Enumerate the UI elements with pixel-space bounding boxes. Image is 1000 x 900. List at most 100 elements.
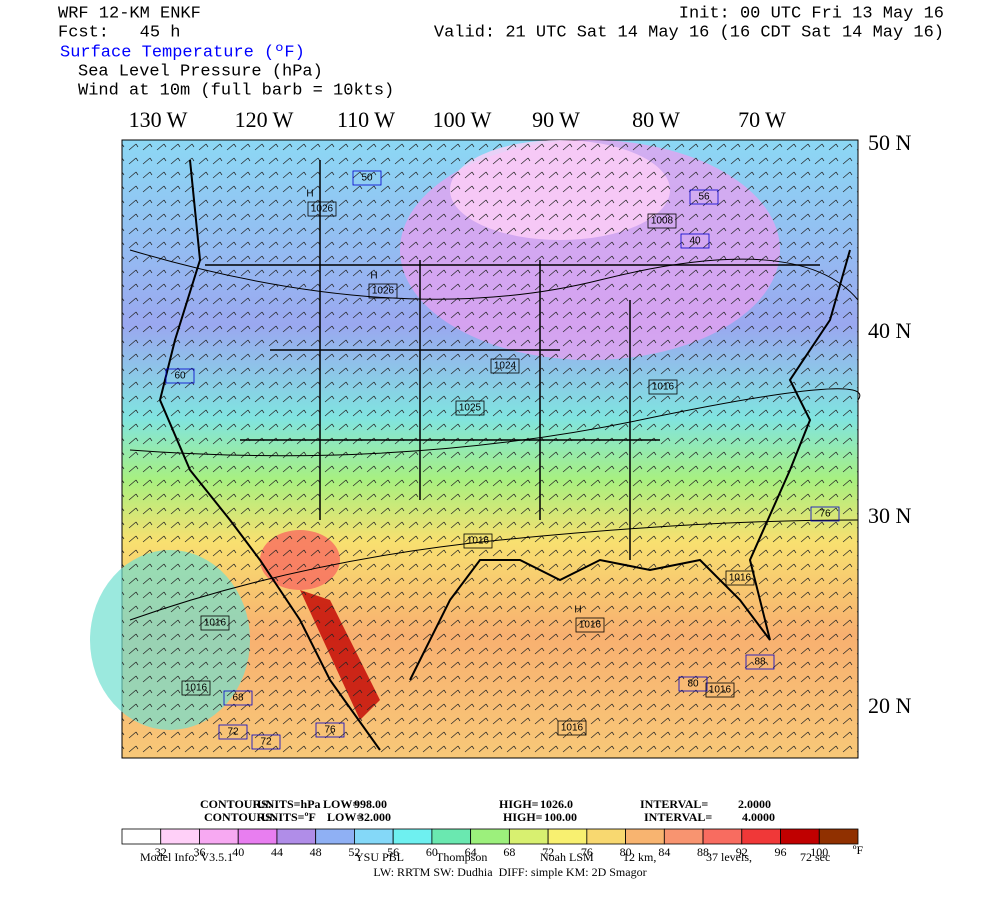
- colorbar-label: 32: [155, 845, 167, 859]
- model-info: 12 km,: [623, 850, 656, 864]
- colorbar-swatch: [315, 828, 355, 845]
- colorbar-label: 64: [465, 845, 477, 859]
- label-box: [648, 379, 678, 395]
- temperature-label: 56: [698, 192, 710, 203]
- pressure-label: 1016: [729, 573, 752, 584]
- pressure-label: 1025: [459, 403, 482, 414]
- lon-label: 100 W: [433, 107, 492, 132]
- colorbar-swatch: [663, 828, 704, 845]
- model-info: Noah LSM: [540, 850, 594, 864]
- wind-barbs: [122, 140, 858, 758]
- label-box: [705, 682, 735, 698]
- lon-label: 120 W: [235, 107, 294, 132]
- colorbar-label: 52: [348, 845, 360, 859]
- temperature-label: 76: [819, 509, 831, 520]
- colorbar-swatch: [431, 828, 472, 845]
- temperature-label: 72: [227, 727, 239, 738]
- label-box: [223, 690, 253, 706]
- colorbar-swatch: [780, 828, 820, 845]
- label-box: [455, 400, 485, 416]
- colorbar-label: 44: [271, 845, 283, 859]
- colorbar-label: 60: [426, 845, 438, 859]
- label-box: [647, 213, 677, 229]
- colorbar-label: 36: [193, 845, 205, 859]
- colorbar-label: 100: [810, 845, 828, 859]
- temperature-label: 68: [232, 693, 244, 704]
- label-box: [352, 170, 382, 186]
- map-labels: H 1026 H 1026 1025 1024 1016 1008 1016 1016 H 1016 1…: [165, 170, 840, 750]
- temperature-label: 40: [689, 236, 701, 247]
- temperature-label: 50: [361, 173, 373, 184]
- temperature-label: 60: [174, 371, 186, 382]
- colorbar-label: 40: [232, 845, 244, 859]
- colorbar-swatch: [547, 828, 588, 845]
- label-box: [725, 570, 755, 586]
- colorbar-swatch: [470, 828, 510, 845]
- label-box: [218, 724, 248, 740]
- colorbar-label: 56: [387, 845, 399, 859]
- contour-info: 2.0000: [738, 797, 771, 811]
- label-box: [745, 654, 775, 670]
- label-box: [557, 720, 587, 736]
- temperature-label: 76: [324, 725, 336, 736]
- label-box: [680, 233, 710, 249]
- colorbar-label: 84: [658, 845, 670, 859]
- colorbar-label: 92: [736, 845, 748, 859]
- lon-label: 130 W: [129, 107, 188, 132]
- contour-info: 1026.0: [540, 797, 573, 811]
- lat-label: 30 N: [868, 503, 912, 528]
- contour-info: INTERVAL=: [644, 810, 712, 824]
- colorbar-label: 68: [503, 845, 515, 859]
- colorbar-label: 48: [310, 845, 322, 859]
- contour-info: INTERVAL=: [640, 797, 708, 811]
- colorbar-label: 76: [581, 845, 593, 859]
- init-time: Init: 00 UTC Fri 13 May 16: [679, 4, 944, 23]
- field-label: Sea Level Pressure (hPa): [78, 62, 323, 81]
- coastline: [158, 159, 851, 751]
- lon-label: 90 W: [532, 107, 580, 132]
- pressure-label: 1016: [579, 620, 602, 631]
- model-info: Model Info: V3.5.1: [140, 850, 233, 864]
- model-info: 72 sec: [800, 850, 830, 864]
- colorbar-swatch: [199, 828, 239, 845]
- colorbar-swatch: [508, 828, 549, 845]
- contour-info: LOW=: [323, 797, 359, 811]
- label-box: [181, 680, 211, 696]
- label-box: [678, 676, 708, 692]
- colorbar-label: 72: [542, 845, 554, 859]
- pressure-label: 1016: [652, 382, 675, 393]
- model-info: 37 levels,: [706, 850, 752, 864]
- lat-label: 40 N: [868, 318, 912, 343]
- pressure-label: 1008: [651, 216, 674, 227]
- label-box: [307, 201, 337, 217]
- valid-time: Valid: 21 UTC Sat 14 May 16 (16 CDT Sat …: [434, 23, 944, 42]
- contour-info: 32.000: [358, 810, 391, 824]
- colorbar-swatch: [625, 828, 665, 845]
- lon-label: 110 W: [337, 107, 395, 132]
- model-info: Thompson: [436, 850, 487, 864]
- contour-info: UNITS=hPa: [257, 797, 321, 811]
- pressure-label: 1026: [372, 286, 395, 297]
- axes: 130 W 120 W 110 W 100 W 90 W 80 W 70 W 50 N 40 N…: [129, 107, 912, 718]
- label-box: [165, 368, 195, 384]
- model-info: YSU PBL: [355, 850, 404, 864]
- map: [90, 139, 861, 759]
- colorbar-swatch: [702, 828, 743, 845]
- forecast-hour: Fcst: 45 h: [58, 23, 180, 42]
- label-box: [463, 533, 493, 549]
- high-marker: H: [370, 271, 377, 282]
- colorbar-swatch: [741, 828, 781, 845]
- colorbar-swatch: [586, 828, 626, 845]
- colorbar-swatch: [354, 828, 394, 845]
- label-box: [490, 358, 520, 374]
- temperature-label: 88: [754, 657, 766, 668]
- colorbar-swatch: [276, 828, 317, 845]
- colorbar-swatch: [818, 828, 859, 845]
- high-marker: H: [306, 189, 313, 200]
- colorbar-swatch: [121, 828, 162, 845]
- colorbar-swatch: [237, 828, 278, 845]
- pressure-label: 1024: [494, 361, 517, 372]
- colorbar-label: 80: [620, 845, 632, 859]
- model-title: WRF 12-KM ENKF: [58, 4, 201, 23]
